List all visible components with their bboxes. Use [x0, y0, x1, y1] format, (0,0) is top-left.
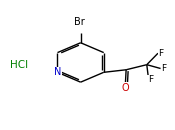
Text: F: F — [162, 64, 167, 73]
Text: O: O — [121, 83, 129, 93]
Text: Br: Br — [74, 17, 85, 27]
Text: N: N — [54, 67, 61, 77]
Text: F: F — [159, 49, 164, 58]
Text: F: F — [148, 75, 153, 84]
Text: HCl: HCl — [10, 60, 28, 70]
